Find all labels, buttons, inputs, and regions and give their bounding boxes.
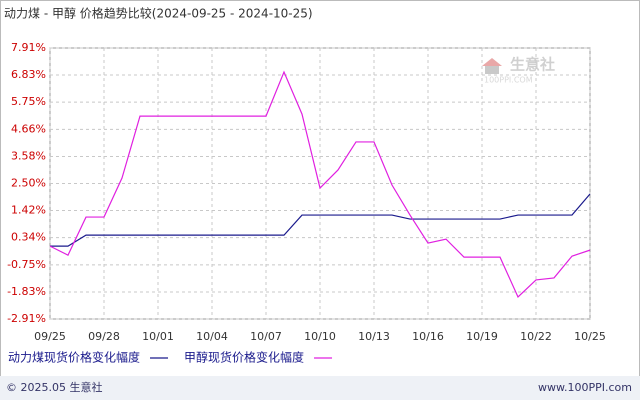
x-tick-label: 10/01 xyxy=(142,330,174,343)
x-tick-label: 09/25 xyxy=(34,330,66,343)
x-tick-label: 10/19 xyxy=(466,330,498,343)
y-tick-label: 5.75% xyxy=(11,95,46,108)
y-tick-label: 7.91% xyxy=(11,41,46,54)
x-tick-label: 10/13 xyxy=(358,330,390,343)
legend-label: 甲醇现货价格变化幅度 xyxy=(184,350,304,365)
watermark: 生意社 100PPI.COM xyxy=(482,56,555,85)
y-tick-label: 4.66% xyxy=(11,122,46,135)
watermark-sub: 100PPI.COM xyxy=(484,76,533,85)
watermark-icon xyxy=(485,66,499,74)
footer-left: © 2025.05 生意社 xyxy=(6,380,102,394)
y-tick-label: -2.91% xyxy=(7,312,46,325)
footer-right: www.100PPI.com xyxy=(538,381,632,394)
x-tick-label: 10/22 xyxy=(520,330,552,343)
watermark-text: 生意社 xyxy=(510,56,555,74)
x-tick-label: 09/28 xyxy=(88,330,120,343)
x-tick-label: 10/10 xyxy=(304,330,336,343)
line-series xyxy=(49,70,591,298)
line-series xyxy=(50,193,591,247)
watermark-icon xyxy=(482,58,502,66)
x-tick-label: 10/04 xyxy=(196,330,228,343)
y-tick-label: 6.83% xyxy=(11,68,46,81)
x-tick-label: 10/07 xyxy=(250,330,282,343)
y-tick-label: 3.58% xyxy=(11,149,46,162)
y-tick-label: 2.50% xyxy=(11,177,46,190)
footer-bar xyxy=(0,376,640,400)
y-tick-label: -1.83% xyxy=(7,285,46,298)
x-tick-label: 10/25 xyxy=(574,330,606,343)
y-tick-label: -0.75% xyxy=(7,258,46,271)
x-tick-label: 10/16 xyxy=(412,330,444,343)
y-tick-label: 0.34% xyxy=(11,231,46,244)
chart-title: 动力煤 - 甲醇 价格趋势比较(2024-09-25 - 2024-10-25) xyxy=(4,6,313,21)
legend-label: 动力煤现货价格变化幅度 xyxy=(8,350,140,365)
y-tick-label: 1.42% xyxy=(11,204,46,217)
